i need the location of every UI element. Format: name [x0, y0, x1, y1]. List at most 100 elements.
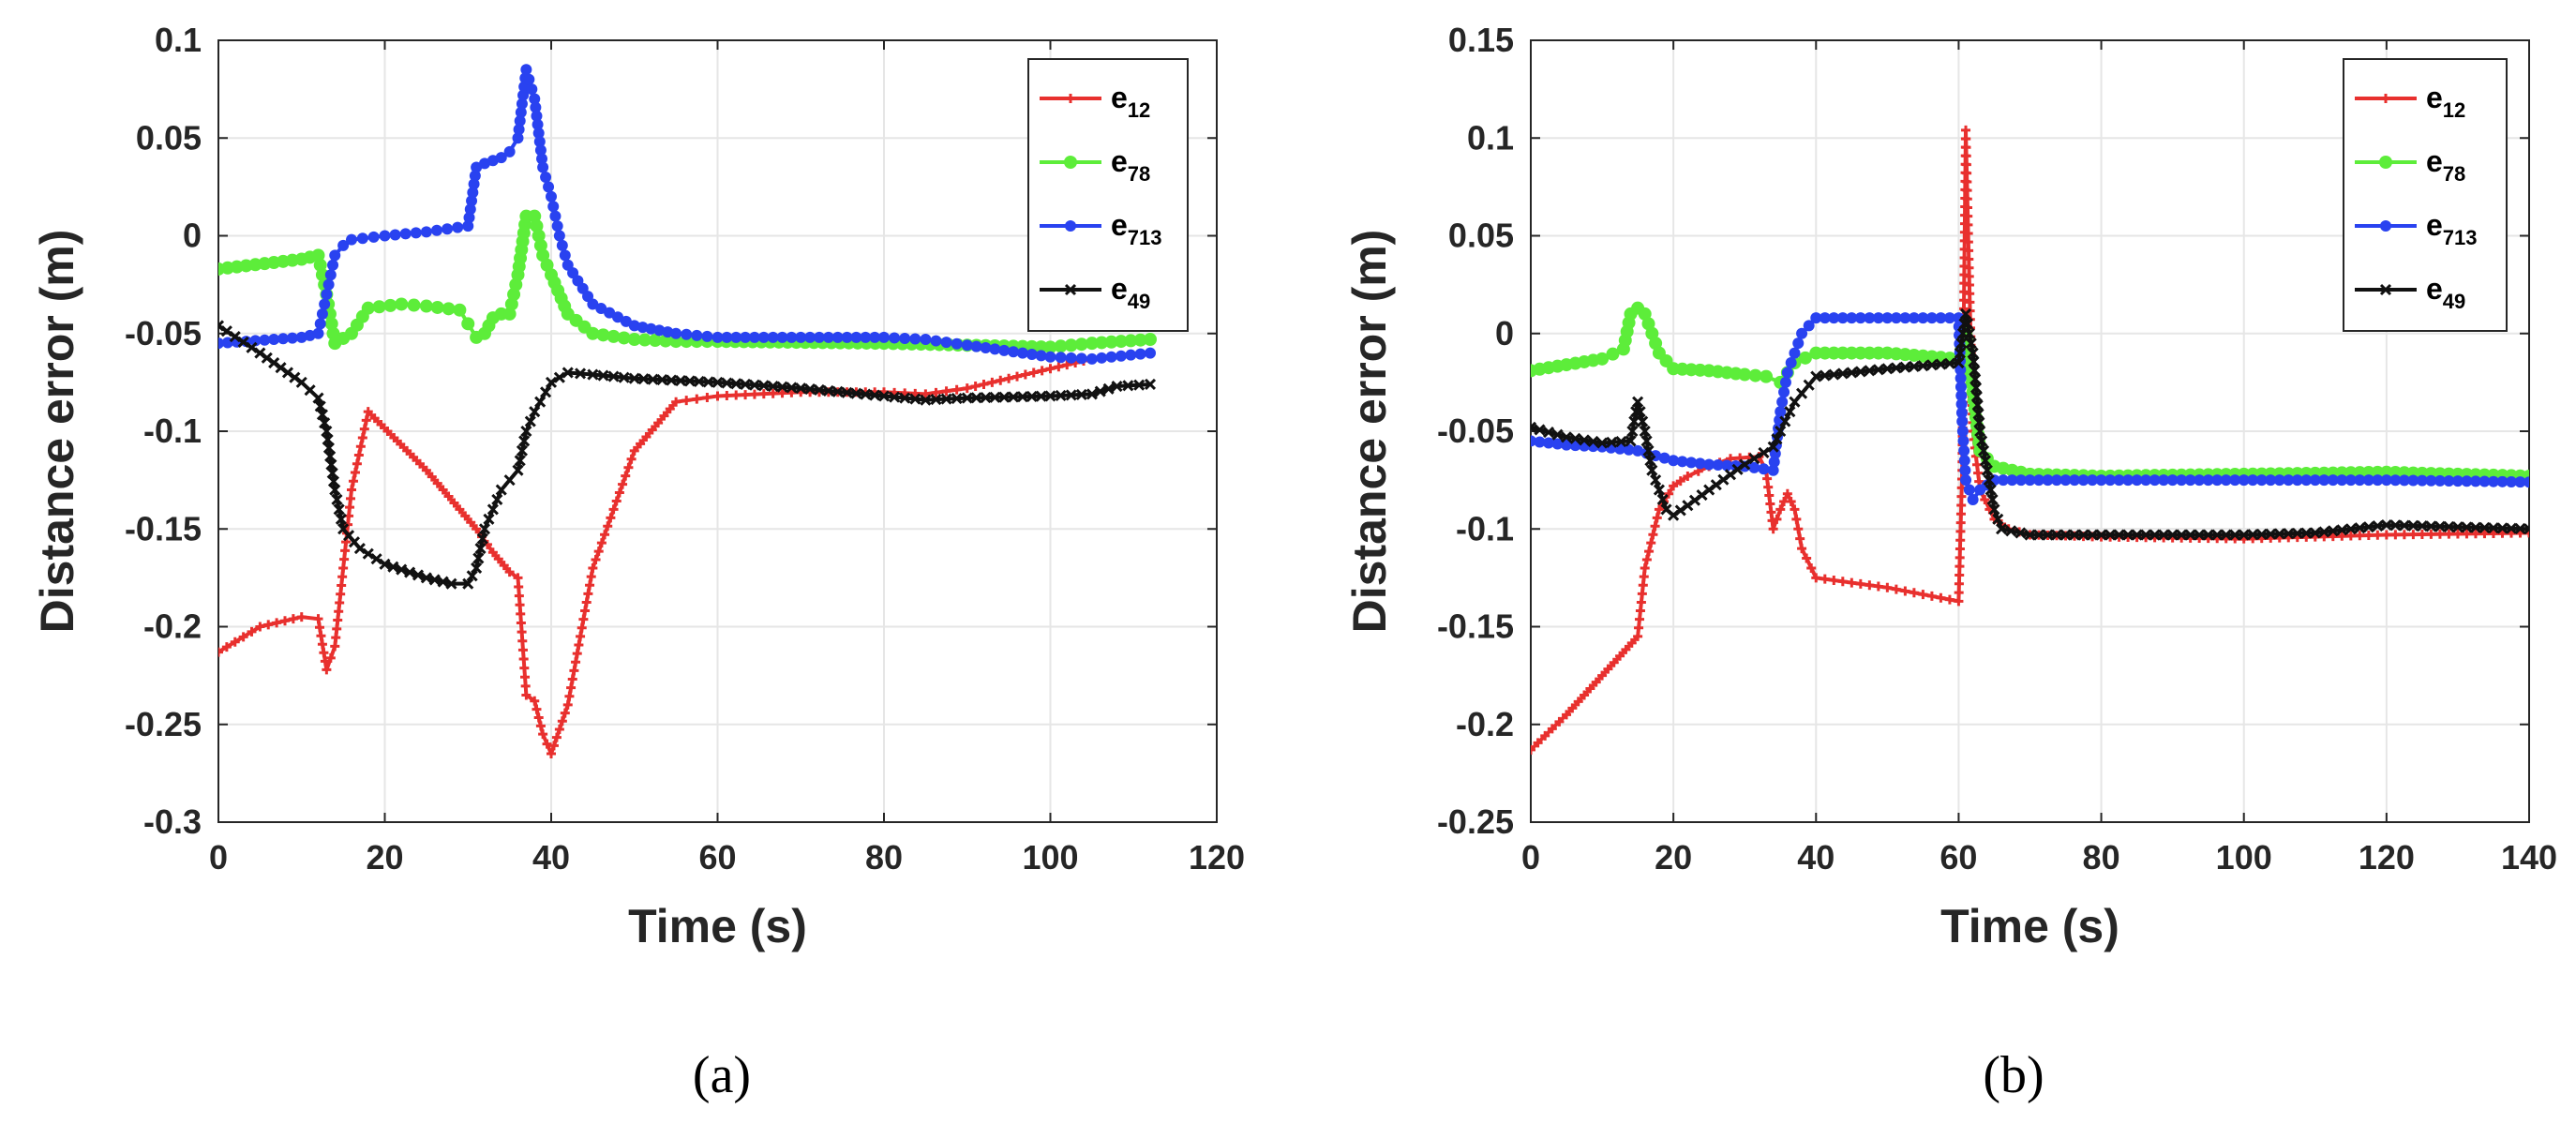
data-point-e49: [218, 320, 225, 332]
data-point-e713: [2336, 474, 2348, 487]
data-point-e49: [1917, 360, 1929, 372]
series-e49: [1531, 307, 2529, 541]
legend-entry-e12: e12: [2355, 81, 2465, 122]
data-point-e49: [1986, 493, 1999, 506]
data-point-e713: [540, 171, 552, 183]
data-point-e12: [671, 397, 681, 407]
data-point-e12: [334, 607, 344, 617]
data-point-e78: [1738, 367, 1752, 382]
data-point-e49: [2059, 529, 2072, 541]
data-point-e12: [574, 640, 584, 651]
data-point-e12: [1926, 591, 1937, 601]
data-point-e49: [2194, 529, 2206, 541]
data-point-e12: [317, 639, 327, 650]
data-point-e12: [577, 622, 587, 633]
data-point-e12: [702, 393, 712, 403]
data-point-e713: [2158, 474, 2170, 487]
data-point-e713: [662, 326, 674, 338]
data-point-e12: [1964, 271, 1974, 281]
data-point-e713: [2344, 474, 2357, 487]
data-point-e12: [421, 465, 431, 475]
data-point-e12: [1763, 482, 1774, 492]
data-point-e49: [786, 382, 798, 394]
data-point-e713: [1561, 439, 1573, 451]
data-point-e12: [414, 458, 425, 469]
data-point-e713: [2372, 474, 2384, 487]
data-point-e49: [295, 376, 307, 388]
data-point-e713: [1954, 381, 1967, 393]
data-point-e12: [272, 618, 282, 628]
data-point-e713: [322, 278, 335, 291]
data-point-e49: [1122, 380, 1134, 392]
data-point-e49: [1979, 455, 1992, 467]
data-point-e12: [336, 589, 346, 599]
y-tick-label: 0.1: [1467, 118, 1514, 157]
data-point-e713: [2514, 476, 2526, 488]
data-point-e49: [930, 394, 942, 406]
data-point-e49: [1111, 380, 1123, 393]
data-point-e12: [1648, 530, 1658, 540]
x-tick-label: 100: [2216, 838, 2272, 877]
data-point-e713: [337, 239, 350, 251]
data-point-e12: [758, 389, 769, 399]
data-point-e713: [2247, 474, 2259, 487]
data-point-e713: [329, 249, 341, 262]
x-tick-label: 120: [1189, 838, 1245, 877]
data-point-e12: [340, 546, 351, 556]
data-point-e713: [1955, 407, 1968, 419]
data-point-e49: [1703, 484, 1715, 496]
data-point-e713: [389, 229, 401, 241]
data-point-e49: [327, 475, 340, 487]
data-point-e12: [647, 425, 657, 435]
data-point-e713: [2362, 474, 2374, 487]
data-point-e713: [532, 118, 544, 130]
data-point-e49: [1634, 406, 1646, 418]
data-point-e713: [346, 233, 357, 246]
data-point-e12: [603, 521, 613, 532]
data-point-e713: [813, 331, 825, 343]
data-point-e713: [1776, 396, 1789, 408]
data-point-e49: [2158, 529, 2170, 541]
data-point-e12: [1585, 683, 1595, 694]
data-point-e713: [2469, 475, 2481, 487]
data-point-e713: [1890, 312, 1902, 324]
data-point-e12: [296, 612, 307, 622]
data-point-e49: [1958, 318, 1970, 330]
data-point-e713: [2095, 474, 2107, 487]
data-point-e49: [483, 513, 495, 525]
data-point-e49: [2265, 528, 2277, 540]
data-point-e49: [2362, 521, 2374, 533]
data-point-e12: [382, 427, 393, 436]
data-point-e713: [468, 178, 480, 190]
data-point-e12: [1918, 590, 1928, 600]
data-point-e713: [2069, 474, 2081, 487]
data-point-e49: [1102, 382, 1115, 395]
data-point-e713: [2194, 474, 2206, 487]
data-point-e49: [2318, 526, 2330, 538]
data-point-e12: [1965, 297, 1975, 307]
data-point-e713: [532, 127, 545, 140]
data-point-e49: [246, 341, 258, 353]
data-point-e12: [2408, 530, 2419, 540]
data-point-e12: [1652, 513, 1662, 523]
data-point-e12: [1847, 577, 1857, 588]
data-point-e49: [331, 493, 343, 506]
data-point-e12: [1959, 278, 1969, 289]
data-point-e49: [1646, 464, 1658, 476]
data-point-e78: [659, 334, 673, 348]
data-point-e12: [608, 504, 619, 515]
data-point-e12: [641, 431, 651, 442]
data-point-e713: [1803, 320, 1815, 332]
data-point-e713: [2434, 474, 2446, 487]
data-point-e713: [1632, 444, 1644, 457]
data-point-e12: [1635, 606, 1645, 616]
data-point-e49: [1133, 379, 1146, 391]
data-point-e12: [1962, 186, 1972, 196]
data-point-e12: [2479, 529, 2490, 539]
data-point-e49: [304, 384, 316, 397]
data-point-e713: [1958, 444, 1970, 457]
data-point-e49: [1828, 368, 1840, 381]
data-point-e49: [540, 386, 552, 398]
data-point-e49: [2389, 519, 2402, 532]
data-point-e49: [575, 367, 587, 380]
